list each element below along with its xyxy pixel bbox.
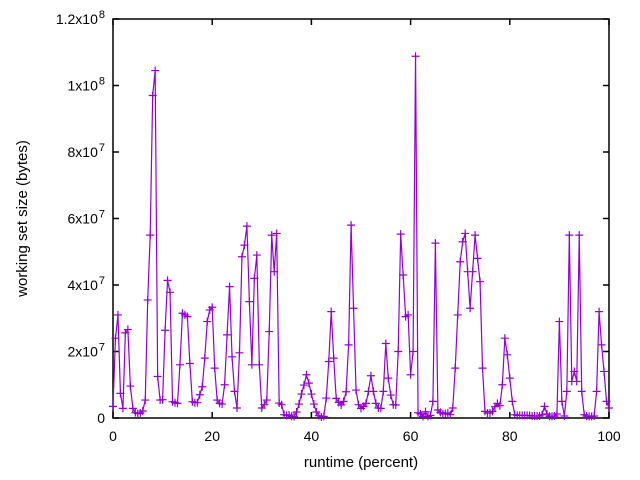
data-point-markers [109, 52, 613, 421]
x-axis-title: runtime (percent) [304, 454, 418, 471]
y-tick-label: 6x107 [68, 209, 105, 227]
y-tick-label: 1.2x108 [56, 9, 105, 27]
x-tick-label: 40 [304, 428, 320, 444]
y-tick-label: 0 [97, 410, 105, 426]
y-tick-label: 1x108 [68, 76, 105, 94]
x-tick-label: 100 [597, 428, 621, 444]
y-tick-label: 2x107 [68, 342, 105, 360]
y-tick-label: 8x107 [68, 142, 105, 160]
y-tick-label: 4x107 [68, 275, 105, 293]
x-tick-label: 60 [403, 428, 419, 444]
x-tick-label: 80 [502, 428, 518, 444]
plot-frame [112, 18, 610, 419]
x-tick-label: 0 [109, 428, 117, 444]
y-axis-title: working set size (bytes) [14, 140, 31, 298]
x-tick-label: 20 [204, 428, 220, 444]
